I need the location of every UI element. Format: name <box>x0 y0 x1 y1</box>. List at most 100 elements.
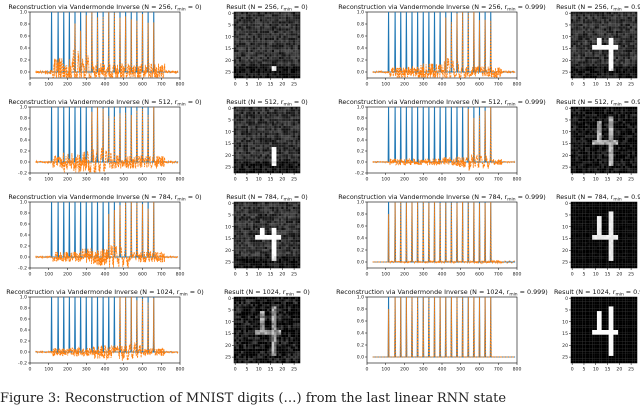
heatmap-cell <box>239 62 241 64</box>
heatmap-cell <box>295 116 297 118</box>
heatmap-cell <box>269 149 271 151</box>
heatmap-cell <box>276 121 278 123</box>
x-tick-label: 600 <box>138 272 147 278</box>
heatmap-cell <box>578 152 580 154</box>
heatmap-cell <box>291 142 293 144</box>
heatmap-cell <box>284 164 286 166</box>
heatmap-cell <box>588 21 590 23</box>
heatmap-cell <box>602 149 604 151</box>
heatmap-cell <box>578 40 580 42</box>
heatmap-cell <box>597 24 599 26</box>
heatmap-cell <box>293 159 295 161</box>
heatmap-cell <box>279 54 281 56</box>
heatmap-cell <box>265 219 267 221</box>
heatmap-cell <box>288 266 290 268</box>
heatmap-cell <box>241 219 243 221</box>
heatmap-cell <box>293 24 295 26</box>
heatmap-cell <box>246 261 248 263</box>
heatmap-cell <box>265 261 267 263</box>
heatmap-cell <box>274 17 276 19</box>
heatmap-cell <box>260 164 262 166</box>
heatmap-cell <box>595 62 597 64</box>
y-tick-label: 0.0 <box>20 70 27 76</box>
heatmap-cell <box>576 142 578 144</box>
heatmap-cell <box>298 259 300 261</box>
heatmap-cell <box>573 45 575 47</box>
heatmap-cell <box>595 138 597 140</box>
heatmap-cell <box>284 66 286 68</box>
heatmap-cell <box>234 226 236 228</box>
heatmap-cell <box>298 216 300 218</box>
heatmap-cell <box>241 71 243 73</box>
heatmap-cell <box>269 244 271 246</box>
heatmap-cell <box>284 71 286 73</box>
heatmap-cell <box>236 33 238 35</box>
heatmap-cell <box>618 124 620 126</box>
heatmap-cell <box>239 29 241 31</box>
heatmap-cell <box>573 126 575 128</box>
heatmap-cell <box>248 152 250 154</box>
heatmap-cell <box>298 43 300 45</box>
x-tick-label: 200 <box>400 82 409 88</box>
heatmap-cell <box>269 214 271 216</box>
heatmap-cell <box>606 107 608 109</box>
heatmap-cell <box>571 226 573 228</box>
heatmap-cell <box>255 226 257 228</box>
heatmap-cell <box>597 14 599 16</box>
heatmap-cell <box>592 38 594 40</box>
heatmap-cell <box>265 31 267 33</box>
heatmap-cell <box>616 223 618 225</box>
heatmap-cell <box>609 247 611 249</box>
heatmap-cell <box>260 135 262 137</box>
heatmap-cell <box>293 112 295 114</box>
x-tick-label: 800 <box>176 272 185 278</box>
heatmap-cell <box>621 119 623 121</box>
heatmap-cell <box>295 26 297 28</box>
heatmap-cell <box>288 263 290 265</box>
heatmap-cell <box>295 233 297 235</box>
heatmap-cell <box>246 45 248 47</box>
heatmap-cell <box>576 71 578 73</box>
heatmap-cell <box>628 14 630 16</box>
heatmap-cell <box>284 233 286 235</box>
heatmap-cell <box>571 38 573 40</box>
heatmap-cell <box>253 50 255 52</box>
heatmap-cell <box>298 207 300 209</box>
heatmap-cell <box>258 121 260 123</box>
heatmap-cell <box>260 256 262 258</box>
heatmap-cell <box>251 154 253 156</box>
heatmap-cell <box>571 147 573 149</box>
heatmap-cell <box>621 252 623 254</box>
heatmap-cell <box>585 147 587 149</box>
heatmap-cell <box>255 266 257 268</box>
heatmap-cell <box>286 14 288 16</box>
heatmap-cell <box>597 149 599 151</box>
heatmap-cell <box>251 76 253 78</box>
heatmap-cell <box>597 17 599 19</box>
heatmap-cell <box>272 147 274 149</box>
heatmap-cell <box>599 52 601 54</box>
heatmap-cell <box>258 69 260 71</box>
heatmap-cell <box>604 135 606 137</box>
heatmap-cell <box>595 109 597 111</box>
heatmap-cell <box>267 214 269 216</box>
heatmap-cell <box>265 43 267 45</box>
heatmap-cell <box>611 126 613 128</box>
heatmap-cell <box>592 249 594 251</box>
heatmap-cell <box>595 114 597 116</box>
heatmap-cell <box>267 119 269 121</box>
heatmap-cell <box>618 152 620 154</box>
heatmap-cell <box>613 254 615 256</box>
heatmap-cell <box>284 45 286 47</box>
heatmap-cell <box>623 204 625 206</box>
heatmap-cell <box>616 166 618 168</box>
heatmap-cell <box>265 147 267 149</box>
heatmap-cell <box>260 47 262 49</box>
heatmap-cell <box>248 119 250 121</box>
heatmap-cell <box>286 207 288 209</box>
heatmap-cell <box>272 244 274 246</box>
heatmap-cell <box>239 17 241 19</box>
heatmap-cell <box>234 157 236 159</box>
heatmap-cell <box>239 142 241 144</box>
heatmap-cell <box>578 107 580 109</box>
